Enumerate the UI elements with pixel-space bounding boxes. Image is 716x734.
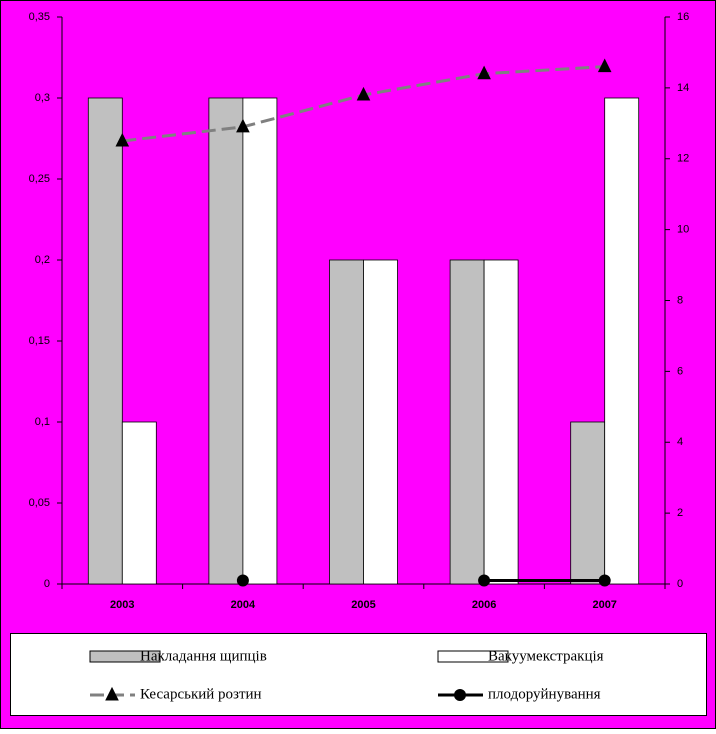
- marker: [105, 686, 119, 701]
- y-tick-label: 0,3: [35, 92, 50, 104]
- legend-label: Вакуумекстракція: [488, 648, 604, 664]
- marker: [478, 574, 491, 587]
- x-tick-label: 2003: [110, 599, 134, 611]
- legend-label: Кесарський розтин: [140, 686, 262, 702]
- y-tick-label: 0,15: [29, 335, 50, 347]
- marker: [236, 118, 250, 133]
- y2-tick-label: 0: [677, 578, 683, 590]
- x-tick-label: 2005: [351, 599, 375, 611]
- marker: [115, 132, 130, 147]
- y2-tick-label: 8: [677, 294, 683, 306]
- bar: [483, 259, 519, 585]
- legend-swatch: [89, 650, 161, 663]
- y-tick-label: 0,2: [35, 254, 50, 266]
- y2-tick-label: 16: [677, 11, 689, 23]
- bar: [329, 259, 364, 585]
- bar: [363, 259, 398, 585]
- y-tick-label: 0: [44, 578, 50, 590]
- bar: [449, 259, 485, 585]
- marker: [236, 574, 249, 587]
- bar: [242, 97, 278, 585]
- bar: [87, 97, 123, 585]
- marker: [356, 86, 371, 101]
- bar: [570, 421, 606, 585]
- marker: [477, 65, 491, 80]
- x-tick-label: 2004: [231, 599, 256, 611]
- bar: [604, 97, 640, 585]
- marker: [454, 689, 466, 701]
- legend-label: плодоруйнування: [488, 686, 601, 702]
- legend-box: [10, 633, 707, 716]
- y-tick-label: 0,25: [29, 173, 50, 185]
- legend-label: Накладання щипців: [140, 648, 267, 664]
- marker: [598, 574, 611, 587]
- y-tick-label: 0,1: [35, 416, 50, 428]
- y-tick-label: 0,05: [29, 497, 50, 509]
- y2-tick-label: 4: [677, 436, 683, 448]
- x-tick-label: 2006: [472, 599, 496, 611]
- legend-swatch: [437, 650, 509, 663]
- y2-tick-label: 12: [677, 153, 689, 165]
- marker: [597, 58, 612, 73]
- x-tick-label: 2007: [592, 599, 616, 611]
- y2-tick-label: 6: [677, 365, 683, 377]
- y2-tick-label: 14: [677, 82, 689, 94]
- y2-tick-label: 2: [677, 507, 683, 519]
- bar: [121, 421, 157, 585]
- y-tick-label: 0,35: [29, 11, 50, 23]
- bar: [208, 97, 244, 585]
- y2-tick-label: 10: [677, 224, 689, 236]
